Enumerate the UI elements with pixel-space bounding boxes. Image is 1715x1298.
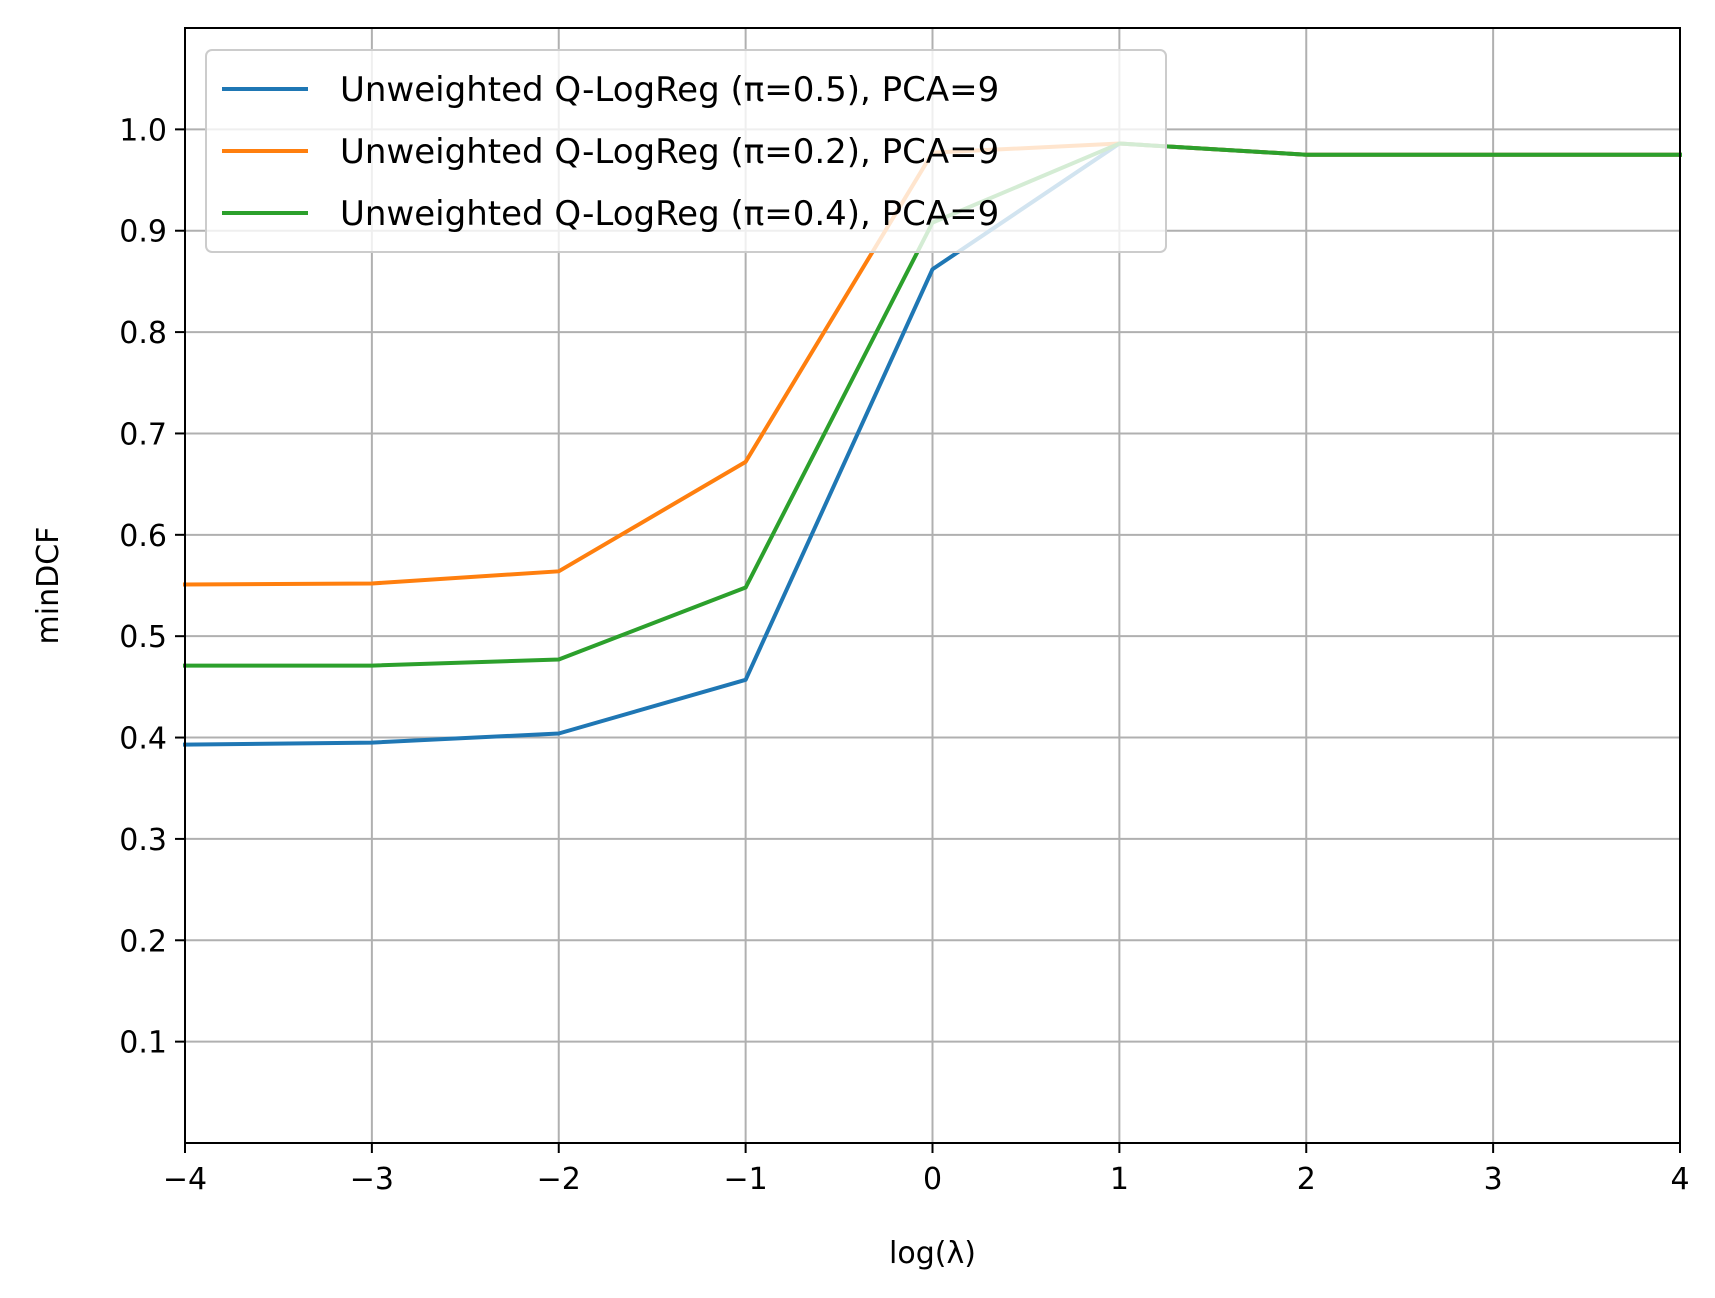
x-tick-label: 4 xyxy=(1670,1162,1689,1197)
legend: Unweighted Q-LogReg (π=0.5), PCA=9 Unweig… xyxy=(205,49,1167,253)
legend-label: Unweighted Q-LogReg (π=0.2), PCA=9 xyxy=(340,132,999,172)
y-axis-label: minDCF xyxy=(31,527,66,645)
x-tick-label: 0 xyxy=(923,1162,942,1197)
y-tick-label: 0.1 xyxy=(119,1026,167,1061)
y-tick-label: 0.7 xyxy=(119,417,167,452)
y-tick-label: 0.3 xyxy=(119,823,167,858)
x-tick-label: −3 xyxy=(350,1162,394,1197)
x-tick-label: 2 xyxy=(1297,1162,1316,1197)
legend-label: Unweighted Q-LogReg (π=0.5), PCA=9 xyxy=(340,70,999,110)
x-tick-label: −4 xyxy=(163,1162,207,1197)
x-tick-label: 1 xyxy=(1110,1162,1129,1197)
x-tick-label: −1 xyxy=(724,1162,768,1197)
x-tick-label: −2 xyxy=(537,1162,581,1197)
legend-label: Unweighted Q-LogReg (π=0.4), PCA=9 xyxy=(340,194,999,234)
y-tick-label: 0.9 xyxy=(119,215,167,250)
y-tick-label: 0.8 xyxy=(119,316,167,351)
x-axis-label: log(λ) xyxy=(889,1236,976,1271)
y-tick-label: 0.6 xyxy=(119,519,167,554)
y-tick-label: 1.0 xyxy=(119,113,167,148)
y-tick-label: 0.2 xyxy=(119,924,167,959)
x-tick-label: 3 xyxy=(1484,1162,1503,1197)
y-tick-label: 0.5 xyxy=(119,620,167,655)
axis-ticks: −4 −3 −2 −1 0 1 2 3 4 0.1 0.2 0.3 0.4 0.5 0.6 0.7 0.8 0.9… xyxy=(119,113,1689,1197)
legend-box xyxy=(205,49,1167,253)
y-tick-label: 0.4 xyxy=(119,722,167,757)
